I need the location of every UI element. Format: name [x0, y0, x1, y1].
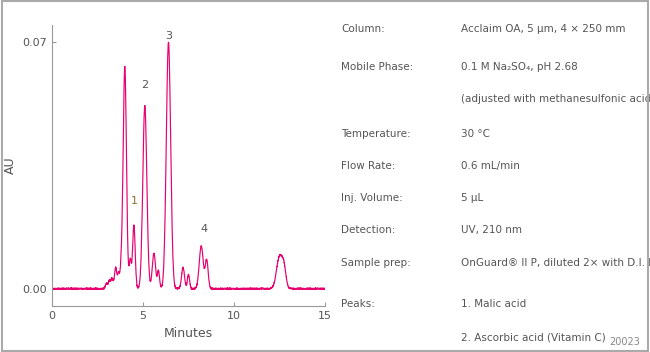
Text: Inj. Volume:: Inj. Volume: [341, 194, 403, 203]
Text: 0.6 mL/min: 0.6 mL/min [461, 162, 520, 171]
Y-axis label: AU: AU [4, 157, 17, 174]
Text: 0.1 M Na₂SO₄, pH 2.68: 0.1 M Na₂SO₄, pH 2.68 [461, 62, 578, 72]
Text: 30 °C: 30 °C [461, 130, 490, 139]
Text: 3: 3 [165, 31, 172, 41]
Text: Temperature:: Temperature: [341, 130, 411, 139]
Text: UV, 210 nm: UV, 210 nm [461, 226, 522, 235]
Text: OnGuard® II P, diluted 2× with D.I. H₂O: OnGuard® II P, diluted 2× with D.I. H₂O [461, 258, 650, 268]
Text: Peaks:: Peaks: [341, 299, 375, 309]
Text: 2. Ascorbic acid (Vitamin C): 2. Ascorbic acid (Vitamin C) [461, 333, 606, 343]
Text: Mobile Phase:: Mobile Phase: [341, 62, 413, 72]
Text: Acclaim OA, 5 μm, 4 × 250 mm: Acclaim OA, 5 μm, 4 × 250 mm [461, 24, 625, 34]
Text: (adjusted with methanesulfonic acid): (adjusted with methanesulfonic acid) [461, 94, 650, 104]
Text: Flow Rate:: Flow Rate: [341, 162, 396, 171]
Text: Sample prep:: Sample prep: [341, 258, 411, 268]
Text: 1: 1 [131, 196, 138, 206]
Text: 20023: 20023 [610, 337, 640, 347]
Text: Detection:: Detection: [341, 226, 396, 235]
Text: Column:: Column: [341, 24, 385, 34]
Text: 5 μL: 5 μL [461, 194, 483, 203]
X-axis label: Minutes: Minutes [164, 327, 213, 340]
Text: 1. Malic acid: 1. Malic acid [461, 299, 526, 309]
Text: 4: 4 [201, 224, 208, 234]
Text: 2: 2 [140, 80, 148, 90]
